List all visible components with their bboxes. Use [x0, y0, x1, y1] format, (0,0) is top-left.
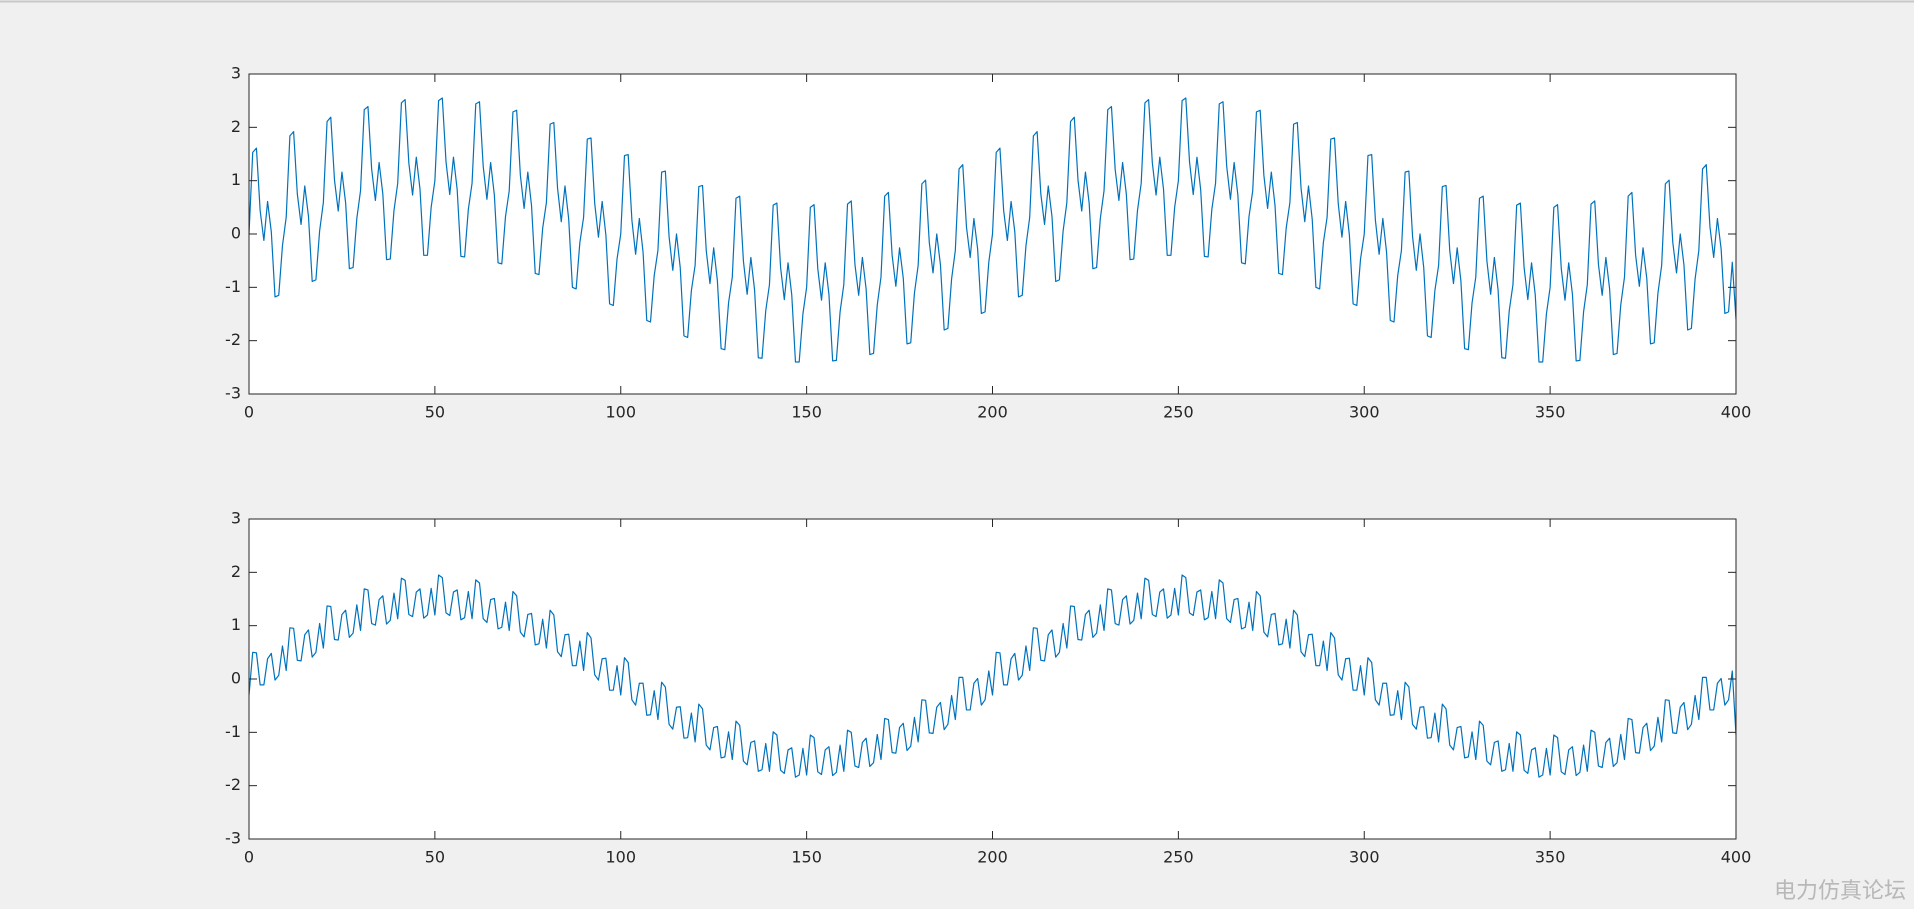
y-tick-label: 3: [231, 64, 241, 83]
x-tick-label: 350: [1535, 848, 1566, 867]
x-tick-label: 50: [425, 403, 445, 422]
x-tick-label: 150: [791, 848, 822, 867]
x-tick-label: 100: [605, 403, 636, 422]
y-tick-label: 2: [231, 562, 241, 581]
axes-box: [248, 73, 1737, 395]
plot-area: [249, 519, 1736, 839]
x-tick-label: 150: [791, 403, 822, 422]
axes: 0 50 100 150 200 250 300 350 400 -3 -2 -1 0 1 2 3: [225, 64, 1751, 422]
y-tick-label: -3: [225, 384, 241, 403]
y-tick-label: -3: [225, 829, 241, 848]
x-tick-label: 200: [977, 403, 1008, 422]
x-tick-label: 400: [1721, 848, 1752, 867]
y-tick-label: 2: [231, 117, 241, 136]
x-tick-label: 300: [1349, 403, 1380, 422]
y-tick-label: 3: [231, 509, 241, 528]
y-tick-label: -2: [225, 775, 241, 794]
y-tick-label: -2: [225, 330, 241, 349]
x-tick-label: 250: [1163, 848, 1194, 867]
y-tick-label: -1: [225, 722, 241, 741]
y-tick-label: -1: [225, 277, 241, 296]
x-tick-label: 0: [244, 403, 254, 422]
plot-content: [249, 574, 1736, 778]
plot-content: [249, 97, 1736, 363]
x-tick-label: 50: [425, 848, 445, 867]
axes-box: [248, 518, 1737, 840]
x-tick-label: 400: [1721, 403, 1752, 422]
x-tick-label: 100: [605, 848, 636, 867]
data-line: [249, 574, 1736, 778]
x-tick-label: 200: [977, 848, 1008, 867]
data-line: [249, 97, 1736, 363]
axes: 0 50 100 150 200 250 300 350 400 -3 -2 -1 0 1 2 3: [225, 509, 1751, 867]
x-tick-label: 300: [1349, 848, 1380, 867]
watermark: 电力仿真论坛: [1774, 879, 1906, 904]
y-tick-label: 1: [231, 615, 241, 634]
y-tick-label: 1: [231, 170, 241, 189]
x-tick-label: 0: [244, 848, 254, 867]
x-tick-label: 250: [1163, 403, 1194, 422]
x-tick-label: 350: [1535, 403, 1566, 422]
y-tick-label: 0: [231, 224, 241, 243]
y-tick-label: 0: [231, 669, 241, 688]
